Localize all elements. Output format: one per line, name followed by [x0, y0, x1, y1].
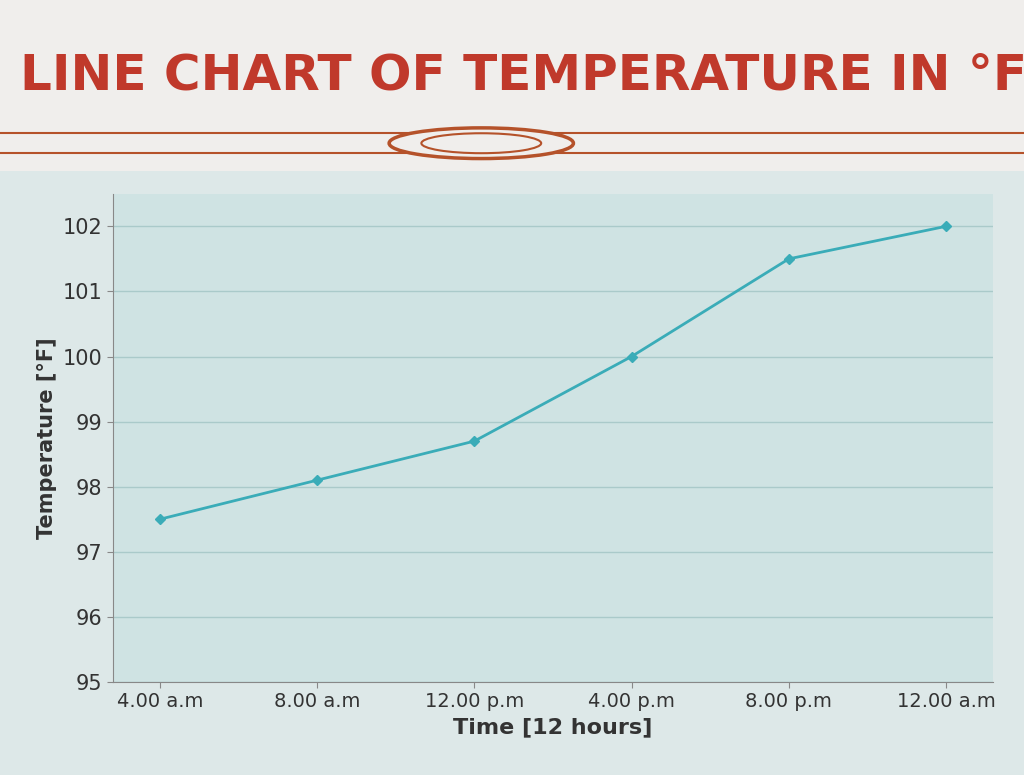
Circle shape: [389, 128, 573, 159]
Circle shape: [422, 133, 541, 153]
Text: LINE CHART OF TEMPERATURE IN °F: LINE CHART OF TEMPERATURE IN °F: [20, 51, 1024, 99]
FancyBboxPatch shape: [0, 0, 1024, 170]
X-axis label: Time [12 hours]: Time [12 hours]: [454, 717, 652, 737]
Y-axis label: Temperature [°F]: Temperature [°F]: [37, 337, 57, 539]
